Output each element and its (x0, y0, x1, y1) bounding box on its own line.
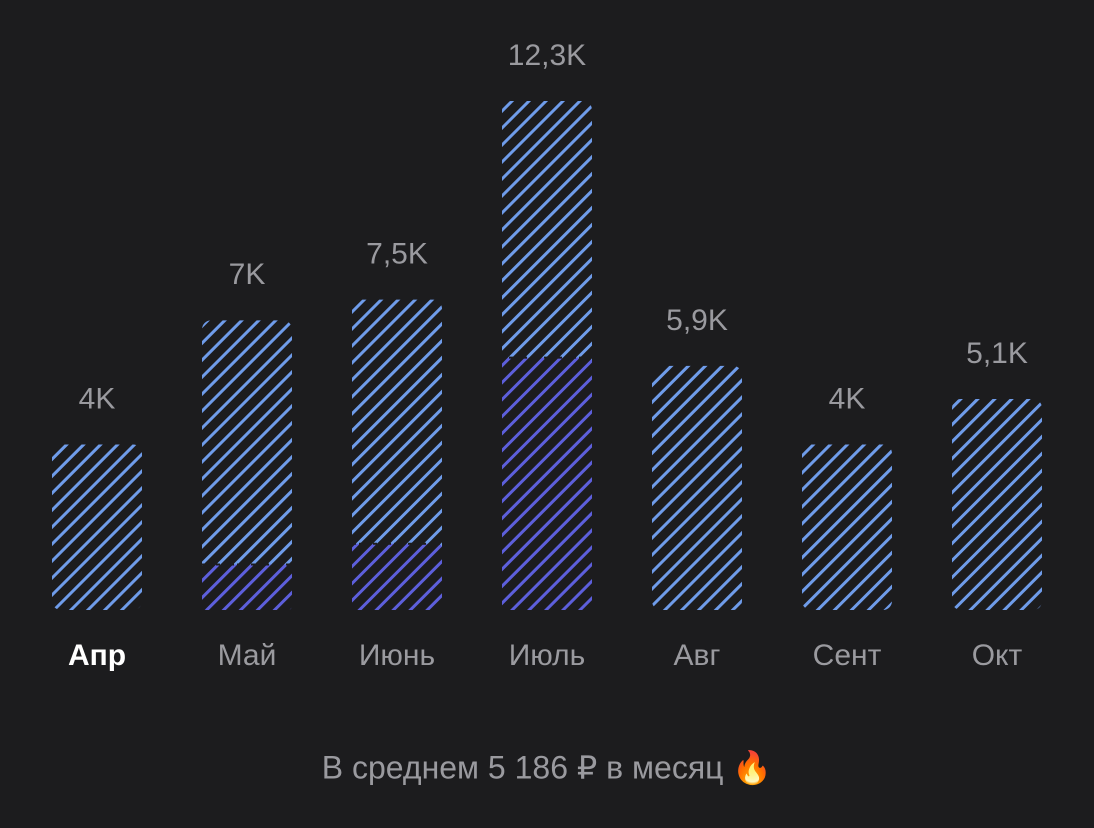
footer-text: В среднем 5 186 ₽ в месяц 🔥 (322, 749, 772, 785)
bar (202, 564, 292, 610)
x-tick-label: Авг (674, 639, 721, 672)
bar (352, 299, 442, 610)
value-label: 5,1K (966, 337, 1028, 370)
x-tick-label: Окт (972, 639, 1023, 672)
bar (202, 320, 292, 610)
value-label: 5,9K (666, 304, 728, 337)
value-label: 4K (79, 382, 116, 415)
bar (52, 444, 142, 610)
value-label: 4K (829, 382, 866, 415)
bar (952, 398, 1042, 610)
bar (802, 444, 892, 610)
x-tick-label: Сент (813, 639, 882, 672)
bar (352, 543, 442, 610)
x-tick-label: Май (218, 639, 277, 672)
bar (502, 357, 592, 610)
x-tick-label: Июнь (359, 639, 435, 672)
x-tick-label: Апр (68, 639, 126, 672)
value-label: 12,3K (508, 39, 586, 72)
x-tick-label: Июль (509, 639, 586, 672)
value-label: 7,5K (366, 238, 428, 271)
value-label: 7K (229, 258, 266, 291)
bar (652, 365, 742, 610)
